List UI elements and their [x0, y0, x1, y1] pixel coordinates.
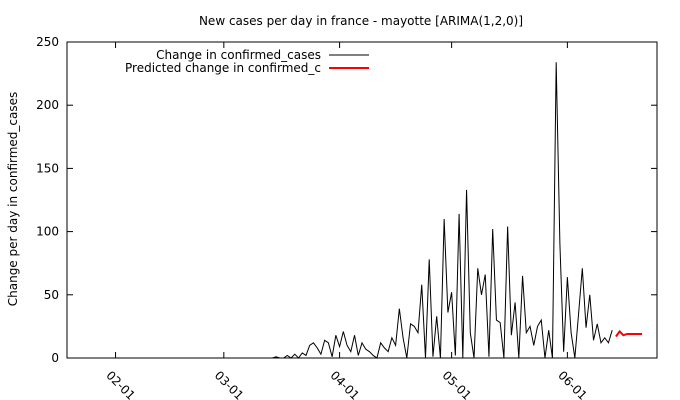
series-line-0 [272, 62, 613, 359]
x-tick-label: 03-01 [212, 368, 247, 400]
x-tick-label: 02-01 [103, 368, 138, 400]
series-line-1 [615, 329, 643, 338]
legend-label-0: Change in confirmed_cases [156, 48, 321, 62]
plot-frame [66, 41, 658, 359]
x-axis: 02-01 03-01 04-01 05-01 06-01 [103, 42, 590, 400]
y-axis: 0 50 100 150 200 250 [36, 35, 657, 365]
x-tick-label: 04-01 [327, 368, 362, 400]
chart-title: New cases per day in france - mayotte [A… [199, 14, 523, 28]
x-tick-label: 06-01 [555, 368, 590, 400]
y-tick-label: 100 [36, 225, 59, 239]
y-tick-label: 200 [36, 98, 59, 112]
series-layer [272, 62, 643, 359]
y-axis-label: Change per day in confirmed_cases [6, 92, 20, 307]
y-tick-label: 0 [51, 351, 59, 365]
y-tick-label: 50 [44, 288, 59, 302]
legend-label-1: Predicted change in confirmed_c [125, 61, 321, 75]
x-tick-label: 05-01 [439, 368, 474, 400]
y-tick-label: 250 [36, 35, 59, 49]
y-tick-label: 150 [36, 161, 59, 175]
